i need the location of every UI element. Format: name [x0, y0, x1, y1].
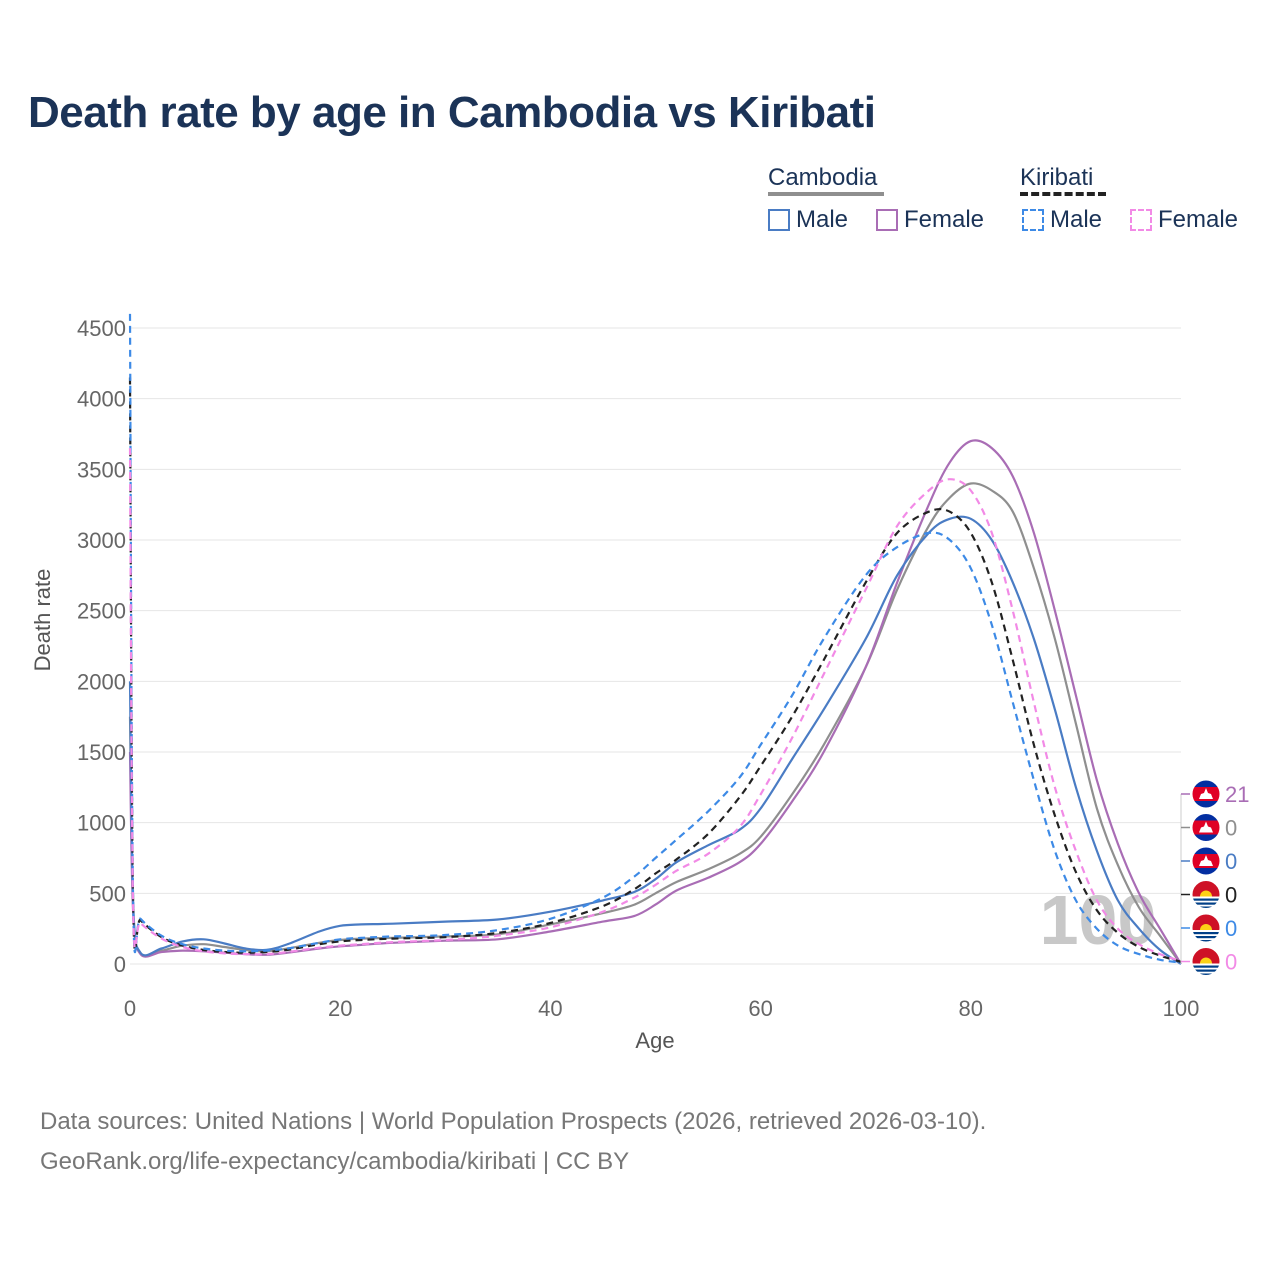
footer-link[interactable]: GeoRank.org/life-expectancy/cambodia/kir…	[40, 1148, 630, 1175]
end-label-value: 0	[1225, 916, 1237, 941]
series-line-cambodia-total[interactable]	[128, 482, 1182, 965]
y-tick-label: 2500	[77, 599, 126, 624]
legend-swatch-cambodia-female	[876, 209, 898, 231]
y-tick-label: 1000	[77, 811, 126, 836]
y-tick-label: 0	[114, 952, 126, 977]
series-line-cambodia-male[interactable]	[128, 515, 1182, 965]
flag-icon-kiribati	[1191, 880, 1221, 909]
flag-icon-kiribati	[1191, 913, 1221, 943]
flag-icon-kiribati	[1191, 947, 1221, 976]
flag-icon-cambodia	[1191, 779, 1221, 809]
legend-group-cambodia: Cambodia	[768, 164, 878, 191]
legend-kiribati-line	[1020, 192, 1106, 196]
x-tick-label: 80	[959, 996, 983, 1021]
end-label-value: 0	[1225, 849, 1237, 874]
y-tick-label: 2000	[77, 669, 126, 694]
legend-swatch-kiribati-male	[1022, 209, 1044, 231]
y-tick-label: 3500	[77, 457, 126, 482]
grid	[130, 327, 1181, 965]
footer-sources: Data sources: United Nations | World Pop…	[40, 1108, 987, 1135]
legend-label: Female	[904, 206, 985, 233]
x-tick-label: 40	[538, 996, 562, 1021]
end-label-value: 0	[1225, 816, 1237, 841]
end-label-value: 0	[1225, 883, 1237, 908]
y-tick-label: 3000	[77, 528, 126, 553]
flag-icon-cambodia	[1191, 846, 1221, 876]
y-tick-label: 1500	[77, 740, 126, 765]
series-line-kiribati-female[interactable]	[128, 448, 1182, 963]
legend-group-kiribati: Kiribati	[1020, 164, 1094, 191]
legend-swatch-cambodia-male	[768, 209, 790, 231]
y-axis: 0 500 1000 1500 2000 2500 3000 3500 4000 4500	[77, 316, 126, 977]
legend-item-kiribati-female[interactable]: Female	[1130, 206, 1238, 234]
series	[128, 313, 1182, 965]
x-tick-label: 60	[748, 996, 772, 1021]
legend-item-kiribati-male[interactable]: Male	[1022, 206, 1102, 234]
legend-label: Female	[1158, 206, 1239, 233]
end-label-value: 21	[1225, 782, 1249, 807]
x-tick-label: 0	[124, 996, 136, 1021]
y-tick-label: 4500	[77, 316, 126, 341]
legend-label: Male	[796, 206, 849, 233]
series-line-kiribati-total[interactable]	[128, 377, 1182, 963]
end-label-value: 0	[1225, 950, 1237, 975]
age-watermark: 100	[1040, 881, 1157, 959]
y-tick-label: 500	[89, 881, 126, 906]
legend-swatch-kiribati-female	[1130, 209, 1152, 231]
legend-cambodia-line	[768, 192, 884, 196]
flag-icon-cambodia	[1191, 813, 1221, 842]
end-labels: 21 0 0 0 0 0	[1180, 779, 1249, 976]
x-axis-label: Age	[635, 1028, 674, 1053]
series-line-kiribati-male[interactable]	[128, 313, 1182, 964]
y-tick-label: 4000	[77, 387, 126, 412]
legend-item-cambodia-male[interactable]: Male	[768, 206, 848, 234]
x-tick-label: 100	[1163, 996, 1200, 1021]
x-axis: 0 20 40 60 80 100	[124, 996, 1199, 1021]
page-title: Death rate by age in Cambodia vs Kiribat…	[28, 88, 876, 137]
legend-item-cambodia-female[interactable]: Female	[876, 206, 984, 234]
x-tick-label: 20	[328, 996, 352, 1021]
y-axis-label: Death rate	[30, 569, 55, 672]
legend-label: Male	[1050, 206, 1103, 233]
